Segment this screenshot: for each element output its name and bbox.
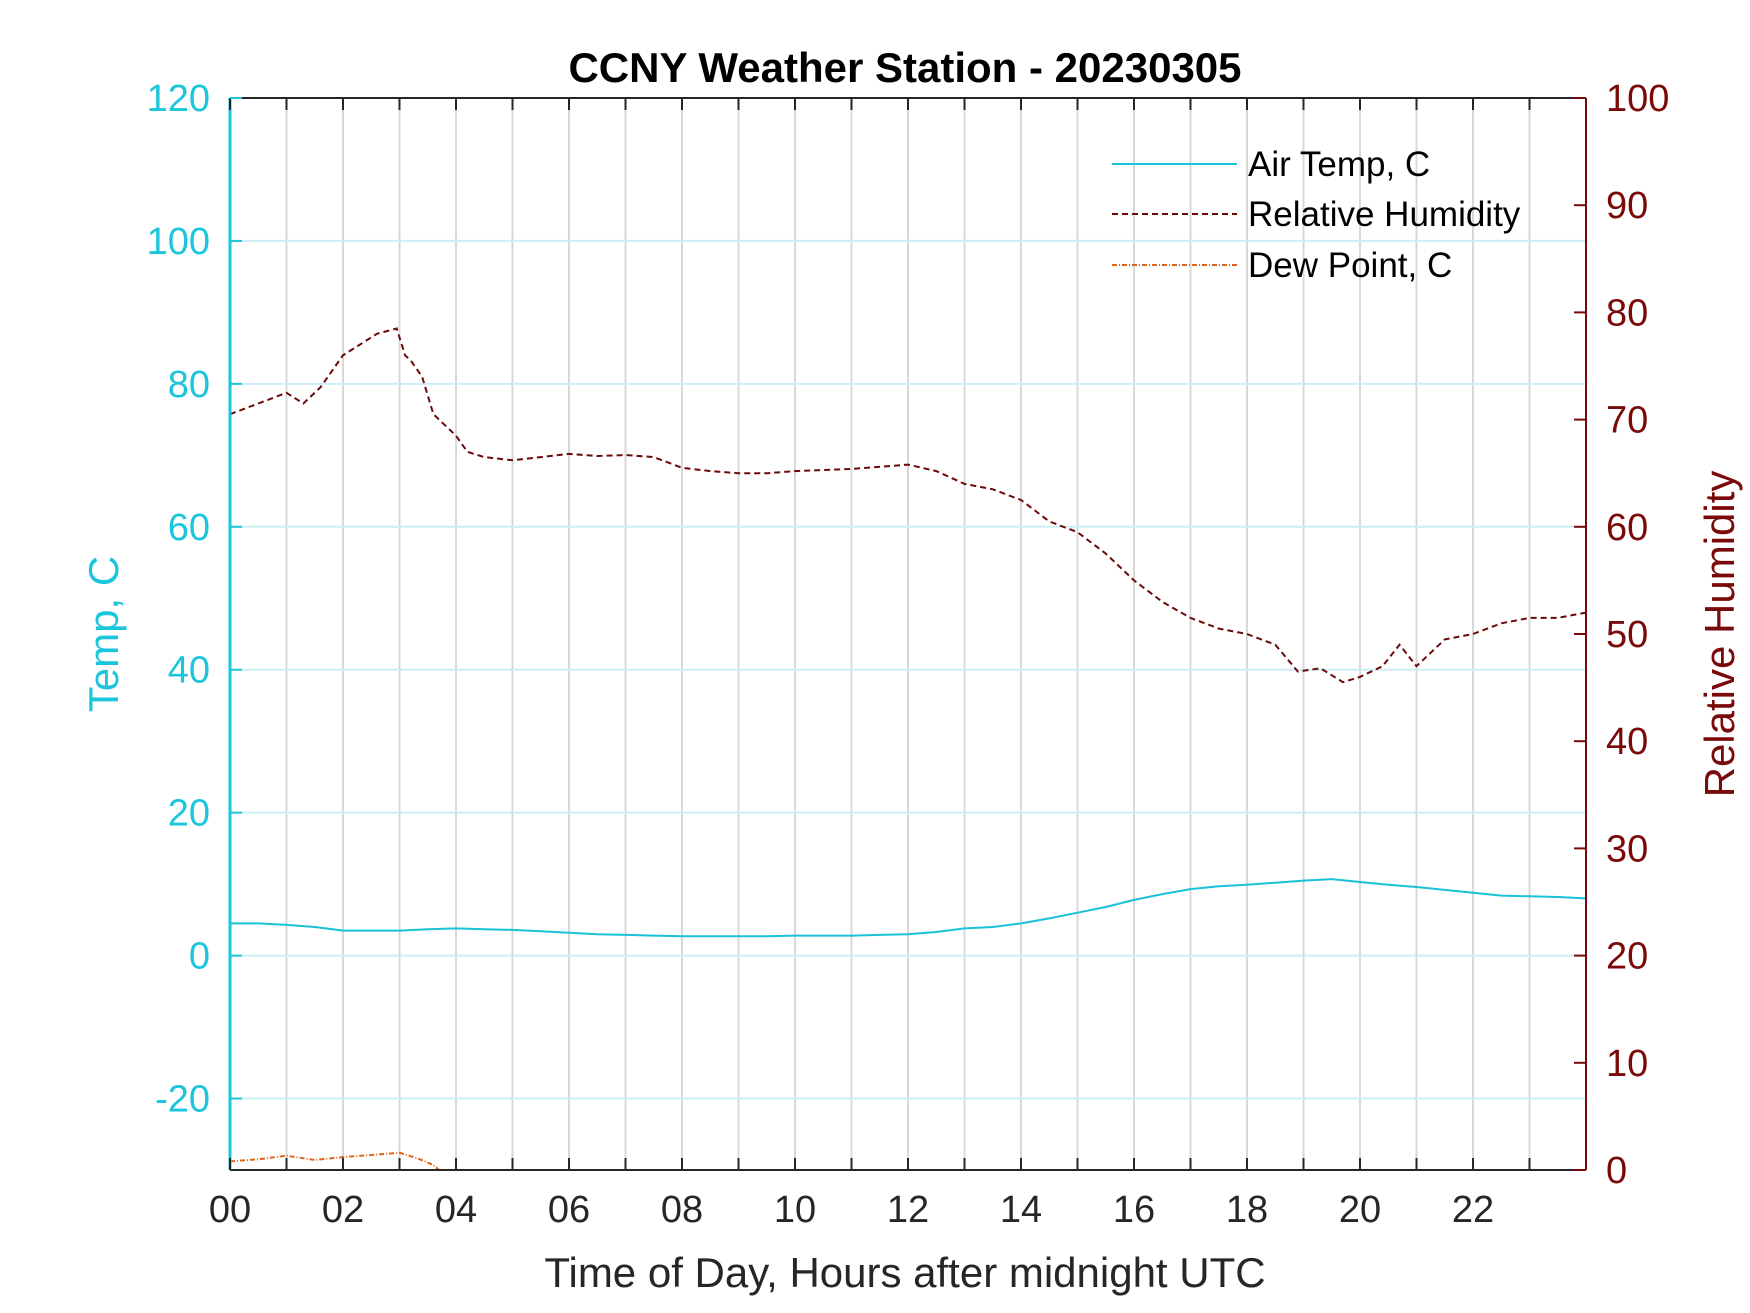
x-axis-label: Time of Day, Hours after midnight UTC	[544, 1249, 1265, 1296]
series-layer	[230, 327, 1586, 1170]
y-left-tick-label: 0	[189, 936, 210, 978]
y-right-tick-label: 40	[1606, 721, 1648, 763]
y-right-tick-label: 0	[1606, 1150, 1627, 1192]
y-right-tick-label: 90	[1606, 185, 1648, 227]
legend-label-2: Relative Humidity	[1248, 195, 1521, 234]
chart-title: CCNY Weather Station - 20230305	[568, 44, 1241, 91]
y-right-tick-label: 70	[1606, 400, 1648, 442]
y-right-tick-label: 60	[1606, 507, 1648, 549]
y-right-tick-label: 20	[1606, 936, 1648, 978]
y-left-tick-label: -20	[155, 1079, 210, 1121]
series-line-1	[230, 878, 1586, 938]
y-right-tick-label: 30	[1606, 828, 1648, 870]
y-left-tick-label: 120	[147, 78, 210, 120]
y-left-tick-label: 40	[168, 650, 210, 692]
x-tick-label: 06	[548, 1189, 590, 1231]
legend-label-1: Air Temp, C	[1248, 145, 1430, 184]
grid-lines	[230, 97, 1586, 1170]
x-tick-label: 22	[1452, 1189, 1494, 1231]
x-tick-label: 18	[1226, 1189, 1268, 1231]
series-line-2	[230, 327, 1586, 684]
y-left-tick-label: 60	[168, 507, 210, 549]
y-right-tick-label: 50	[1606, 614, 1648, 656]
series-line-3	[230, 1151, 440, 1170]
x-tick-label: 08	[661, 1189, 703, 1231]
y-left-tick-label: 80	[168, 364, 210, 406]
x-tick-label: 00	[209, 1189, 251, 1231]
x-tick-label: 20	[1339, 1189, 1381, 1231]
y-right-tick-label: 10	[1606, 1043, 1648, 1085]
legend-label-3: Dew Point, C	[1248, 246, 1452, 285]
legend: Air Temp, C Relative Humidity Dew Point, C	[1112, 145, 1521, 285]
x-tick-label: 12	[887, 1189, 929, 1231]
axes-layer: 00 02 04 06 08 10 12 14 16 18 20 22-200204060801001…	[147, 78, 1670, 1231]
y-left-tick-label: 100	[147, 221, 210, 263]
y-right-tick-label: 80	[1606, 292, 1648, 334]
y-right-tick-label: 100	[1606, 78, 1669, 120]
y-axis-left-label: Temp, C	[80, 556, 127, 712]
x-tick-label: 16	[1113, 1189, 1155, 1231]
x-tick-label: 10	[774, 1189, 816, 1231]
x-tick-label: 14	[1000, 1189, 1042, 1231]
x-tick-label: 02	[322, 1189, 364, 1231]
x-tick-label: 04	[435, 1189, 477, 1231]
y-left-tick-label: 20	[168, 793, 210, 835]
y-axis-right-label: Relative Humidity	[1696, 471, 1743, 798]
